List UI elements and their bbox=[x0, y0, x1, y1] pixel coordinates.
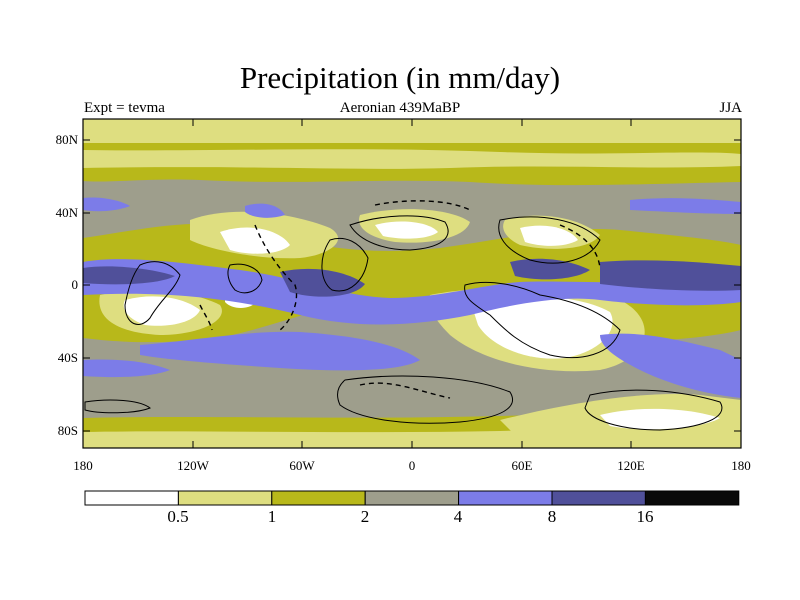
blue-south-2 bbox=[83, 359, 170, 378]
experiment-label: Expt = tevma bbox=[84, 100, 165, 116]
x-label-120W: 120W bbox=[177, 458, 209, 473]
colorbar-label-4: 4 bbox=[453, 507, 463, 526]
colorbar-label-0.5: 0.5 bbox=[167, 507, 189, 526]
colorbar-box-3 bbox=[364, 490, 460, 506]
dark-blue-1 bbox=[83, 266, 175, 285]
y-label-80N: 80N bbox=[55, 132, 78, 147]
colorbar-box-6 bbox=[644, 490, 740, 506]
x-label-180w: 180 bbox=[73, 458, 93, 473]
coast-west bbox=[124, 261, 181, 325]
coastlines bbox=[84, 215, 723, 431]
x-ticks bbox=[82, 119, 742, 448]
precipitation-field bbox=[83, 119, 741, 448]
colorbar-label-1: 1 bbox=[267, 507, 277, 526]
coast-south-west bbox=[84, 399, 151, 414]
patch-wh-5 bbox=[123, 296, 200, 326]
band-north-light bbox=[83, 149, 741, 169]
coast-west-2 bbox=[227, 263, 263, 294]
colorbar-box-2 bbox=[271, 490, 366, 506]
dashed-coastlines bbox=[199, 200, 601, 399]
x-label-60E: 60E bbox=[511, 458, 533, 473]
y-ticks bbox=[83, 139, 741, 432]
dark-blue-4 bbox=[600, 260, 741, 291]
y-label-0: 0 bbox=[71, 277, 79, 292]
coast-north-east bbox=[498, 216, 601, 264]
blue-north-center bbox=[245, 203, 285, 218]
blue-south-east bbox=[600, 333, 741, 398]
coast-center bbox=[321, 237, 369, 292]
y-label-40N: 40N bbox=[55, 205, 78, 220]
blue-south-1 bbox=[140, 331, 420, 371]
coast-antarctic bbox=[337, 375, 513, 424]
coast-south-east bbox=[464, 281, 621, 358]
patch-wh-4 bbox=[470, 295, 613, 359]
blue-north-west bbox=[83, 197, 130, 212]
colorbar-box-4 bbox=[458, 490, 553, 506]
dash-4 bbox=[359, 382, 451, 399]
blue-tropical-band bbox=[83, 259, 741, 325]
dark-blue-3 bbox=[510, 258, 590, 280]
colorbar-label-8: 8 bbox=[547, 507, 557, 526]
dash-1 bbox=[254, 224, 298, 331]
x-label-180e: 180 bbox=[731, 458, 751, 473]
patch-wh-2 bbox=[375, 221, 438, 239]
dark-blue-2 bbox=[280, 268, 365, 297]
period-label: Aeronian 439MaBP bbox=[339, 100, 461, 116]
patch-wh-1 bbox=[220, 227, 290, 254]
dash-5 bbox=[199, 304, 213, 331]
x-label-60W: 60W bbox=[289, 458, 315, 473]
colorbar-box-5 bbox=[551, 490, 646, 506]
season-label: JJA bbox=[719, 100, 742, 116]
coast-north-center bbox=[349, 215, 449, 251]
dash-2 bbox=[374, 200, 471, 211]
colorbar-box-1 bbox=[177, 490, 273, 506]
blue-north-east bbox=[630, 198, 741, 214]
colorbar bbox=[84, 490, 740, 506]
patch-wh-3 bbox=[520, 225, 578, 246]
x-label-120E: 120E bbox=[617, 458, 645, 473]
y-label-40S: 40S bbox=[57, 350, 78, 365]
plot-title: Precipitation (in mm/day) bbox=[239, 60, 561, 95]
colorbar-box-0 bbox=[84, 490, 179, 506]
x-label-0: 0 bbox=[408, 458, 416, 473]
colorbar-label-16: 16 bbox=[636, 507, 654, 526]
y-label-80S: 80S bbox=[57, 423, 78, 438]
south-east-white bbox=[600, 408, 720, 430]
coast-south-east-2 bbox=[584, 389, 723, 431]
colorbar-label-2: 2 bbox=[360, 507, 370, 526]
dash-3 bbox=[559, 224, 601, 269]
